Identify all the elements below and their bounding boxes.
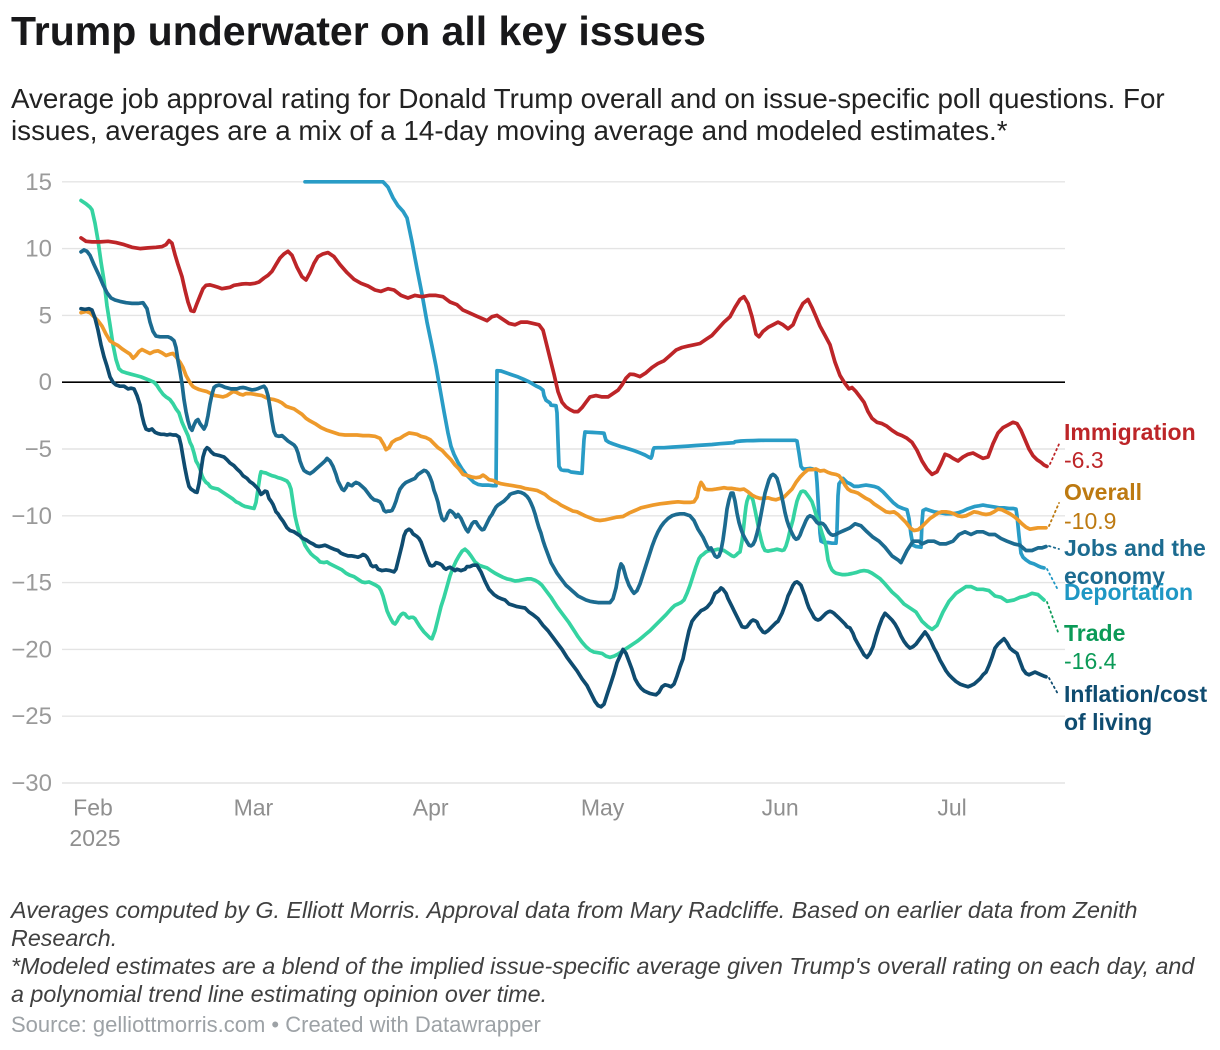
svg-text:−30: −30 (11, 770, 52, 797)
svg-text:Apr: Apr (413, 795, 449, 821)
svg-text:2025: 2025 (69, 825, 120, 851)
svg-text:−5: −5 (25, 436, 52, 463)
svg-text:−10: −10 (11, 503, 52, 530)
svg-text:10: 10 (25, 236, 52, 263)
svg-text:5: 5 (39, 302, 52, 329)
svg-text:−20: −20 (11, 636, 52, 663)
svg-text:May: May (581, 795, 625, 821)
svg-text:Jun: Jun (762, 795, 799, 821)
svg-text:Feb: Feb (73, 795, 113, 821)
svg-text:Mar: Mar (234, 795, 274, 821)
svg-text:0: 0 (39, 369, 52, 396)
svg-text:Jul: Jul (937, 795, 966, 821)
svg-text:−15: −15 (11, 570, 52, 597)
svg-text:−25: −25 (11, 703, 52, 730)
svg-text:15: 15 (25, 169, 52, 196)
